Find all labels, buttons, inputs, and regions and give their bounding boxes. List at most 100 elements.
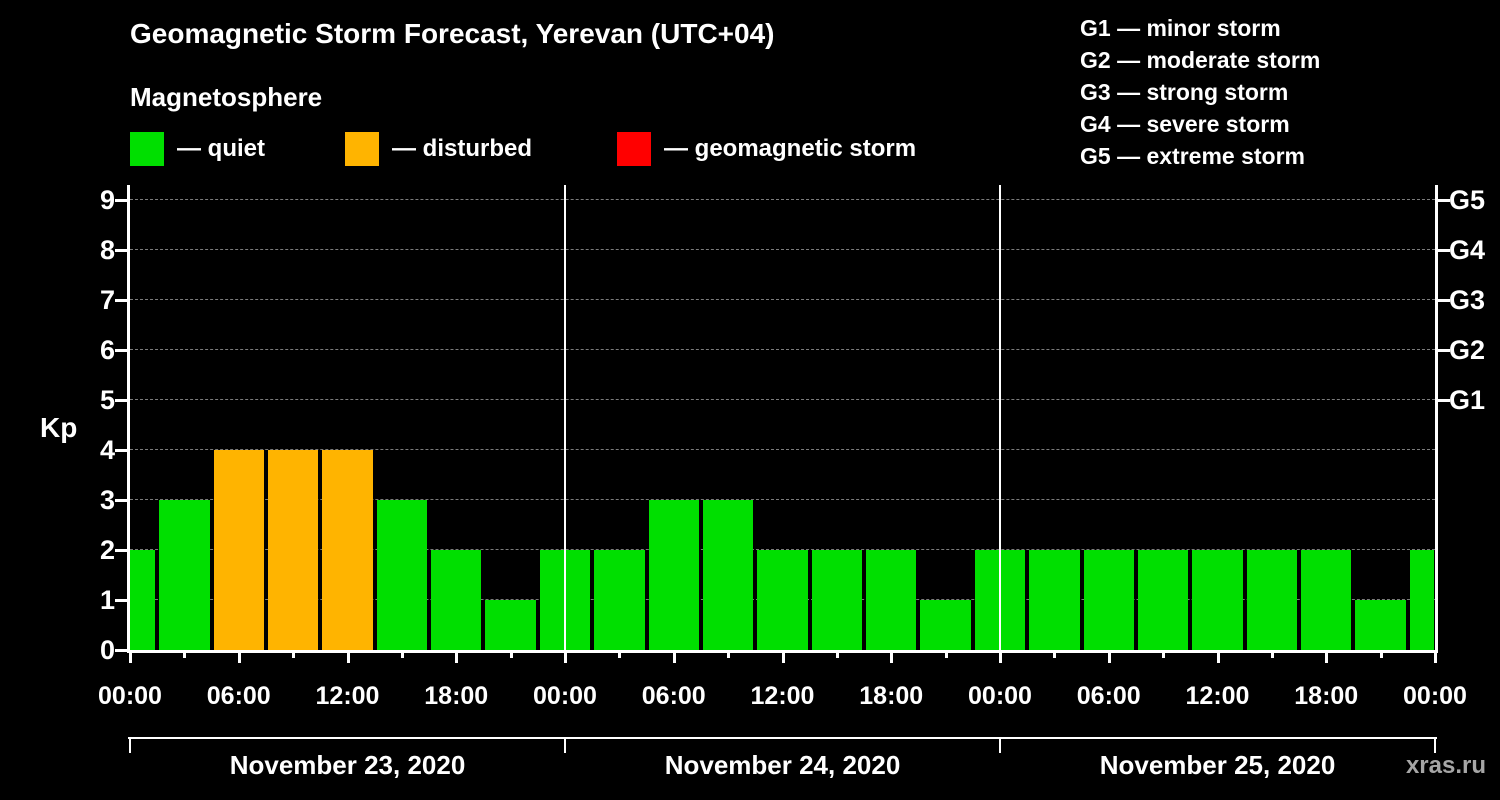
y-tick-6 — [115, 349, 130, 352]
x-tick-18h — [455, 650, 459, 663]
x-tick-21h — [509, 650, 513, 658]
gridline-kp3 — [130, 499, 1435, 500]
x-tick-9h — [292, 650, 296, 658]
kp-bar-42h — [866, 550, 917, 650]
x-axis-label-54h: 06:00 — [1076, 682, 1141, 710]
x-axis-label-42h: 18:00 — [859, 682, 924, 710]
x-axis-label-66h: 18:00 — [1294, 682, 1359, 710]
gridline-kp8 — [130, 249, 1435, 250]
y-axis-label-7: 7 — [99, 285, 115, 315]
kp-bar-45h — [920, 600, 971, 650]
kp-bar-54h — [1083, 550, 1134, 650]
kp-axis-label: Kp — [40, 412, 78, 443]
date-label-1: November 24, 2020 — [664, 750, 901, 780]
kp-bar-12h — [322, 450, 373, 650]
right-axis-label-G5: G5 — [1449, 185, 1486, 215]
plot-area — [115, 185, 1450, 663]
x-tick-45h — [944, 650, 948, 658]
y-tick-8 — [115, 249, 130, 252]
date-label-0: November 23, 2020 — [229, 750, 466, 780]
right-axis-label-G4: G4 — [1449, 235, 1486, 265]
date-bracket-tick-72h — [1434, 737, 1436, 753]
x-tick-27h — [618, 650, 622, 658]
x-tick-12h — [346, 650, 350, 663]
kp-bar-36h — [757, 550, 808, 650]
kp-bar-21h — [485, 600, 536, 650]
y-tick-4 — [115, 449, 130, 452]
y-axis-label-6: 6 — [99, 335, 115, 365]
date-axis-line — [128, 737, 1437, 739]
gridline-kp7 — [130, 299, 1435, 300]
g-legend-item-g4: G4 — severe storm — [1080, 111, 1290, 137]
kp-bar-66h — [1301, 550, 1352, 650]
x-tick-54h — [1107, 650, 1111, 663]
chart-title: Geomagnetic Storm Forecast, Yerevan (UTC… — [130, 18, 775, 49]
x-tick-39h — [835, 650, 839, 658]
g-tick-G2 — [1435, 349, 1450, 352]
day-boundary-line-48h — [999, 185, 1001, 650]
y-axis-label-2: 2 — [99, 535, 115, 565]
legend-item-disturbed: — disturbed — [345, 131, 532, 167]
y-tick-2 — [115, 549, 130, 552]
y-axis-label-4: 4 — [99, 435, 115, 465]
y-axis-label-5: 5 — [99, 385, 115, 415]
kp-bar-0h — [130, 550, 156, 650]
gridline-kp2 — [130, 549, 1435, 550]
y-tick-5 — [115, 399, 130, 402]
x-tick-33h — [727, 650, 731, 658]
storm-label: — geomagnetic storm — [664, 135, 917, 162]
g-legend-item-g1: G1 — minor storm — [1080, 15, 1281, 41]
x-tick-48h — [999, 650, 1002, 663]
x-axis-label-0h: 00:00 — [98, 682, 162, 710]
kp-bar-27h — [594, 550, 645, 650]
y-axis-label-0: 0 — [99, 635, 115, 665]
x-axis-label-12h: 12:00 — [315, 682, 380, 710]
x-tick-6h — [237, 650, 241, 663]
g-tick-G5 — [1435, 199, 1450, 202]
y-axis-label-9: 9 — [99, 185, 115, 215]
date-bracket-tick-0h — [129, 737, 131, 753]
watermark: xras.ru — [1405, 752, 1486, 779]
storm-color-swatch — [617, 132, 651, 166]
x-tick-42h — [890, 650, 894, 663]
x-tick-63h — [1270, 650, 1274, 658]
gridline-kp6 — [130, 349, 1435, 350]
x-axis-label-60h: 12:00 — [1185, 682, 1250, 710]
g-legend-item-g5: G5 — extreme storm — [1080, 143, 1305, 169]
kp-bar-39h — [811, 550, 863, 650]
x-tick-57h — [1162, 650, 1166, 658]
date-label-2: November 25, 2020 — [1099, 750, 1336, 780]
x-tick-0h — [129, 650, 132, 663]
kp-bar-57h — [1137, 550, 1189, 650]
g-tick-G4 — [1435, 249, 1450, 252]
gridline-kp4 — [130, 449, 1435, 450]
x-tick-15h — [400, 650, 404, 658]
legend-item-quiet: — quiet — [130, 131, 265, 167]
right-axis-label-G3: G3 — [1449, 285, 1486, 315]
date-bracket-tick-24h — [564, 737, 566, 753]
kp-bar-15h — [376, 500, 428, 650]
right-axis-label-G2: G2 — [1449, 335, 1486, 365]
kp-bar-30h — [648, 500, 699, 650]
x-tick-66h — [1325, 650, 1329, 663]
y-axis-label-1: 1 — [99, 585, 115, 615]
y-tick-7 — [115, 299, 130, 302]
g-tick-G3 — [1435, 299, 1450, 302]
legend-item-storm: — geomagnetic storm — [617, 131, 916, 167]
x-axis-label-30h: 06:00 — [641, 682, 706, 710]
kp-bar-3h — [159, 500, 210, 650]
y-tick-9 — [115, 199, 130, 202]
kp-bar-18h — [431, 550, 482, 650]
x-tick-60h — [1216, 650, 1220, 663]
kp-bar-6h — [213, 450, 264, 650]
x-tick-72h — [1434, 650, 1437, 663]
date-bracket-tick-48h — [999, 737, 1001, 753]
quiet-label: — quiet — [177, 135, 265, 162]
kp-bar-63h — [1246, 550, 1298, 650]
day-boundary-line-24h — [564, 185, 566, 650]
g-legend-item-g2: G2 — moderate storm — [1080, 47, 1321, 73]
x-axis-label-24h: 00:00 — [533, 682, 597, 710]
y-tick-3 — [115, 499, 130, 502]
y-tick-1 — [115, 599, 130, 602]
